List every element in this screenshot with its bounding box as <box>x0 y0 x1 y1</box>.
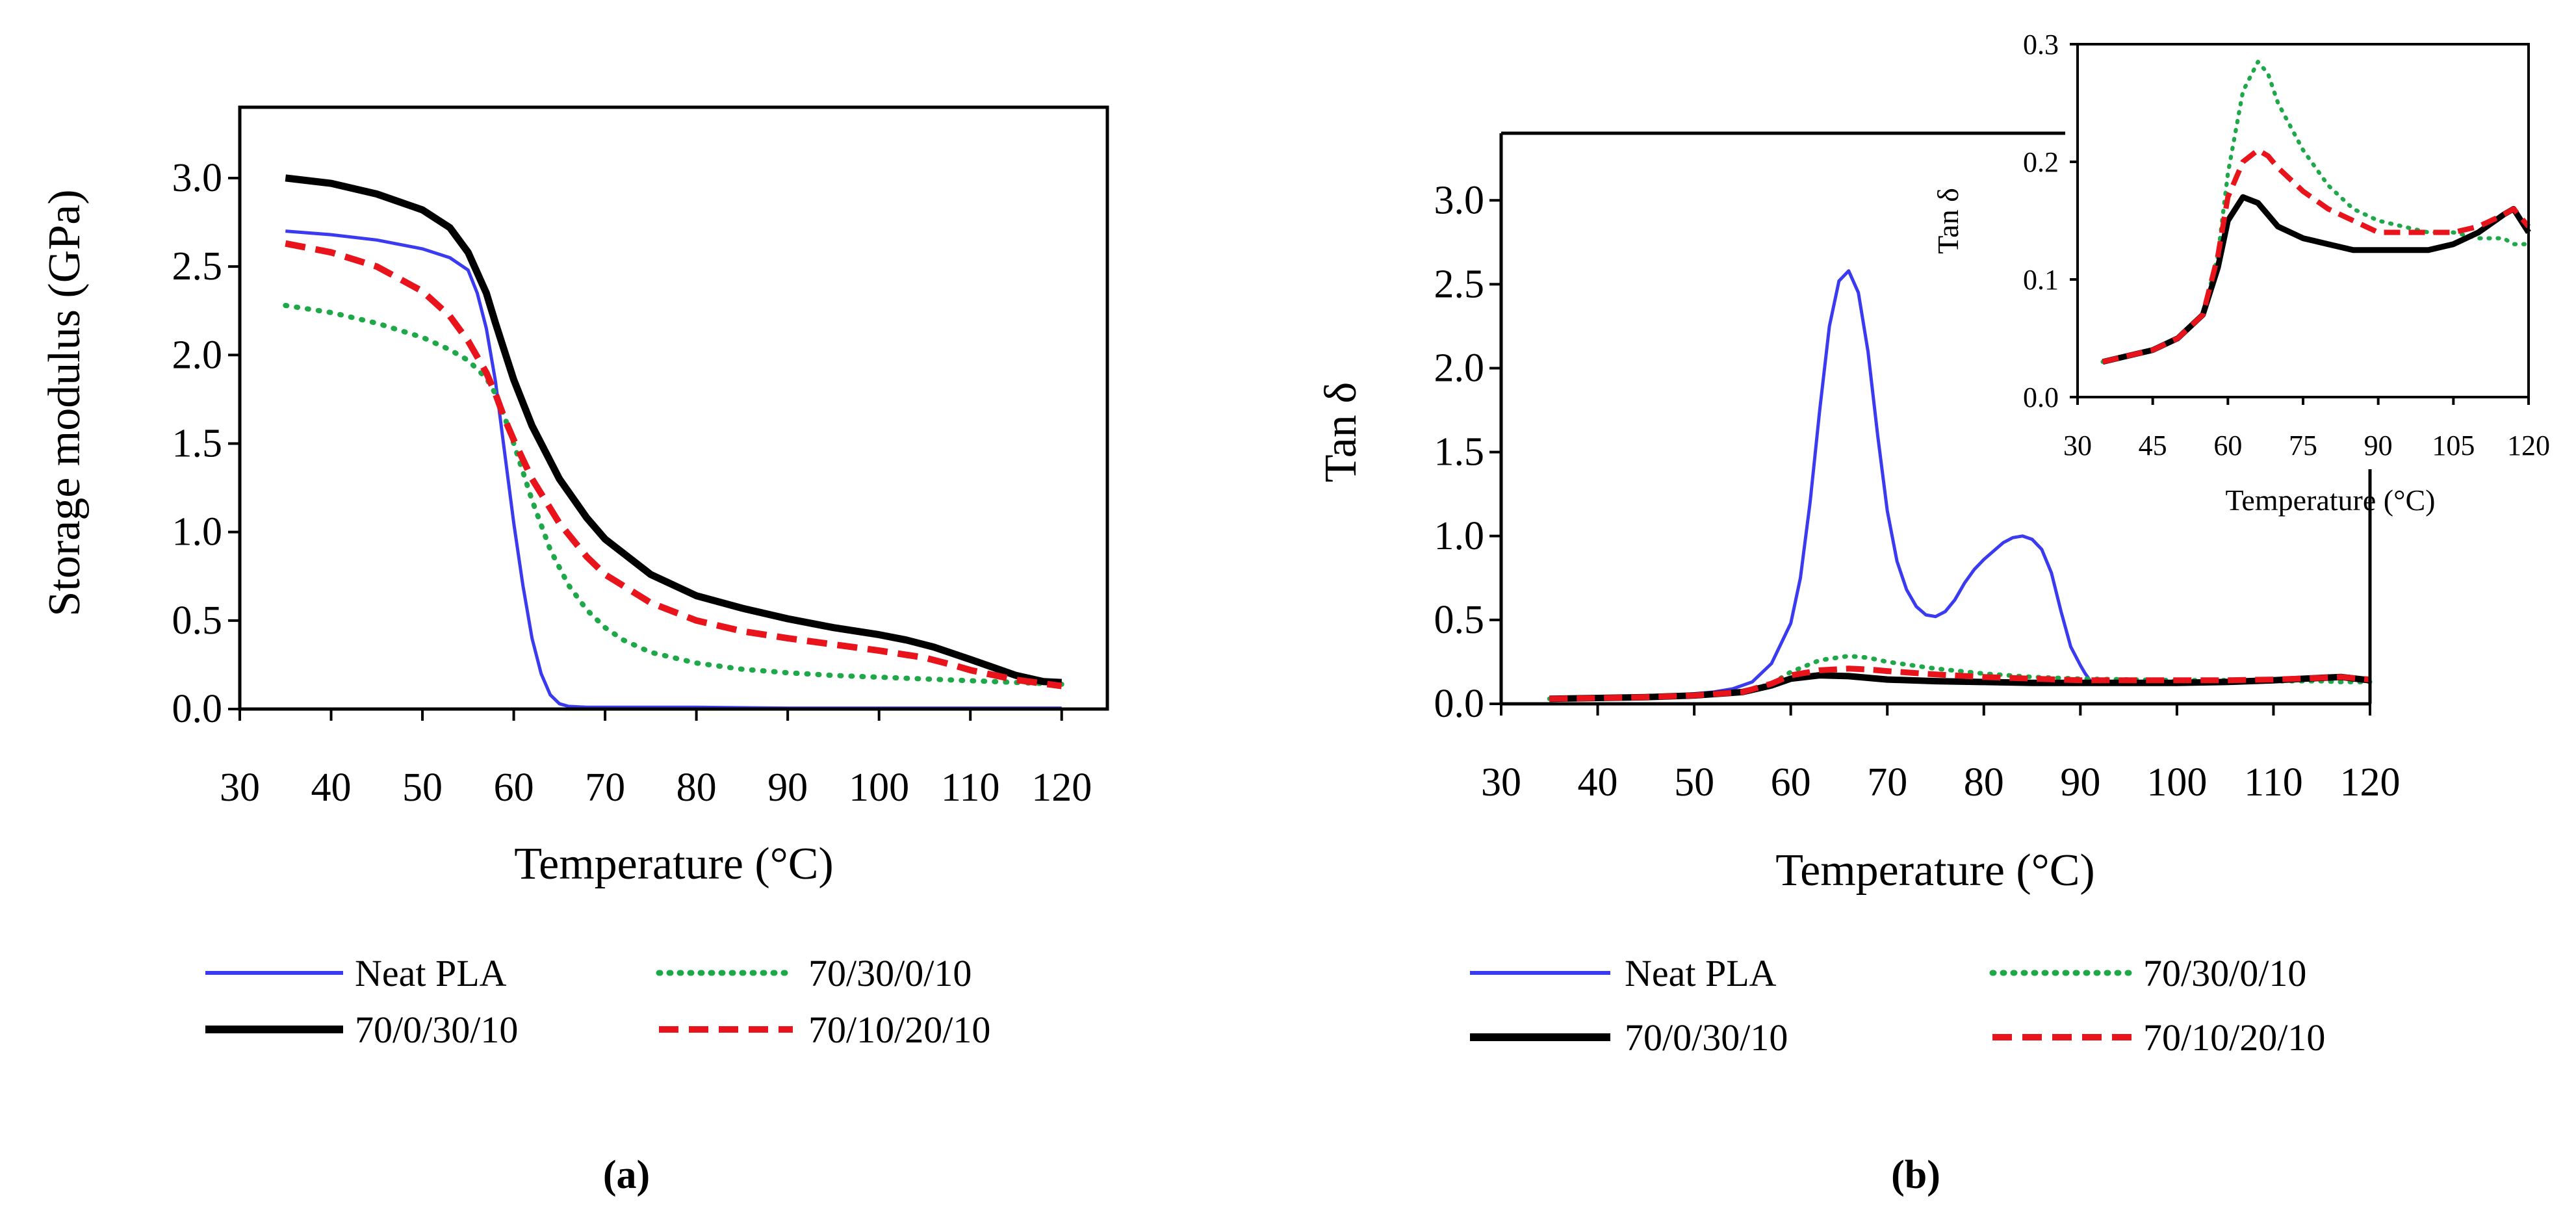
panel-a-x-tick-label: 90 <box>767 766 808 810</box>
panel-b-inset-x-axis-label: Temperature (°C) <box>2226 484 2436 517</box>
panel-b-inset: 30 45 60 75 90 105 120 0.0 0.1 0.2 0.3 Temperatur… <box>1931 29 2550 517</box>
panel-a-series <box>283 174 1064 710</box>
panel-b: 30 40 50 60 70 80 90 100 110 120 0.0 0.5 1.0 1.5 2.0 2… <box>1316 29 2550 1197</box>
panel-b-y-tick-label: 1.5 <box>1434 430 1485 474</box>
panel-a-x-ticks: 30 40 50 60 70 80 90 100 110 120 <box>220 709 1092 810</box>
panel-b-legend-label-70-10-20-10: 70/10/20/10 <box>2143 1016 2325 1059</box>
panel-a-y-tick-label: 3.0 <box>172 156 223 200</box>
panel-a-series-neat-pla <box>285 229 1062 710</box>
panel-a-y-ticks: 0.0 0.5 1.0 1.5 2.0 2.5 3.0 <box>172 156 240 731</box>
panel-a-x-tick-label: 100 <box>849 766 909 810</box>
panel-b-inset-y-tick-label: 0.1 <box>2023 264 2059 296</box>
panel-b-caption: (b) <box>1891 1153 1940 1197</box>
panel-b-inset-y-axis-label: Tan δ <box>1931 188 1964 253</box>
panel-b-legend-label-70-30-0-10: 70/30/0/10 <box>2143 952 2306 994</box>
panel-b-legend-label-neat-pla: Neat PLA <box>1625 952 1777 994</box>
panel-b-y-tick-label: 3.0 <box>1434 178 1485 222</box>
panel-b-x-tick-label: 110 <box>2244 760 2303 805</box>
panel-b-inset-y-tick-label: 0.0 <box>2023 381 2059 413</box>
panel-a-y-tick-label: 2.5 <box>172 244 223 289</box>
panel-b-inset-x-tick-label: 75 <box>2289 430 2317 461</box>
panel-a-y-tick-label: 0.5 <box>172 599 223 643</box>
panel-b-x-tick-label: 90 <box>2060 760 2100 805</box>
panel-a-x-tick-label: 110 <box>941 766 1000 810</box>
panel-b-series <box>1547 269 2373 703</box>
panel-b-x-tick-label: 40 <box>1578 760 1618 805</box>
panel-b-inset-x-tick-label: 60 <box>2213 430 2242 461</box>
panel-b-series-neat-pla <box>1549 269 2092 701</box>
panel-a-plot-frame <box>238 105 1109 711</box>
panel-a-legend-label-70-10-20-10: 70/10/20/10 <box>808 1009 990 1051</box>
panel-a-legend-label-70-0-30-10: 70/0/30/10 <box>355 1009 518 1051</box>
panel-b-inset-x-tick-label: 90 <box>2364 430 2393 461</box>
panel-a-legend-label-70-30-0-10: 70/30/0/10 <box>808 952 972 994</box>
panel-a-x-tick-label: 50 <box>402 766 443 810</box>
panel-b-legend-label-70-0-30-10: 70/0/30/10 <box>1625 1016 1788 1059</box>
panel-b-x-tick-label: 50 <box>1674 760 1714 805</box>
panel-b-x-tick-label: 30 <box>1481 760 1521 805</box>
panel-b-x-tick-label: 80 <box>1964 760 2004 805</box>
panel-b-inset-x-tick-label: 120 <box>2507 430 2550 461</box>
panel-b-x-tick-label: 120 <box>2340 760 2401 805</box>
panel-b-inset-y-tick-label: 0.3 <box>2023 29 2059 60</box>
panel-a-x-axis-label: Temperature (°C) <box>514 839 833 889</box>
panel-b-inset-series-70-0-30-10 <box>2102 194 2531 365</box>
panel-a-x-tick-label: 30 <box>220 766 260 810</box>
panel-a-y-tick-label: 0.0 <box>172 687 223 731</box>
panel-b-inset-x-tick-label: 45 <box>2139 430 2167 461</box>
panel-a-x-tick-label: 120 <box>1031 766 1092 810</box>
panel-b-inset-y-tick-label: 0.2 <box>2023 146 2059 178</box>
panel-a-y-tick-label: 1.0 <box>172 510 223 554</box>
panel-b-inset-series-70-30-0-10 <box>2100 59 2531 364</box>
panel-b-x-ticks: 30 40 50 60 70 80 90 100 110 120 <box>1481 704 2401 805</box>
panel-b-inset-x-tick-label: 30 <box>2063 430 2092 461</box>
panel-a-y-axis-label: Storage modulus (GPa) <box>40 189 90 616</box>
panel-a-legend: Neat PLA 70/30/0/10 70/0/30/10 70/10/20/… <box>205 952 990 1051</box>
panel-b-inset-x-ticks: 30 45 60 75 90 105 120 <box>2063 397 2550 461</box>
panel-a-caption: (a) <box>603 1153 650 1197</box>
panel-a-x-tick-label: 70 <box>585 766 625 810</box>
panel-a-y-tick-label: 1.5 <box>172 421 223 465</box>
panel-b-y-ticks: 0.0 0.5 1.0 1.5 2.0 2.5 3.0 <box>1434 178 1501 726</box>
panel-a-y-tick-label: 2.0 <box>172 333 223 377</box>
panel-b-y-tick-label: 0.0 <box>1434 682 1485 726</box>
panel-a-legend-label-neat-pla: Neat PLA <box>355 952 507 994</box>
panel-a-x-tick-label: 60 <box>494 766 534 810</box>
panel-b-x-tick-label: 100 <box>2146 760 2207 805</box>
panel-a-x-tick-label: 40 <box>311 766 352 810</box>
panel-b-x-tick-label: 60 <box>1771 760 1811 805</box>
panel-b-inset-series-70-10-20-10 <box>2102 147 2531 365</box>
panel-a: 30 40 50 60 70 80 90 100 110 120 0.0 0.5 1.0 1.5 2.0 2… <box>40 105 1109 1197</box>
panel-b-y-tick-label: 2.0 <box>1434 346 1485 391</box>
panel-b-y-tick-label: 2.5 <box>1434 262 1485 306</box>
panel-b-inset-x-tick-label: 105 <box>2432 430 2475 461</box>
panel-b-inset-y-ticks: 0.0 0.1 0.2 0.3 <box>2023 29 2078 413</box>
panel-b-inset-series <box>2100 59 2531 365</box>
panel-a-series-70-0-30-10 <box>285 174 1062 686</box>
panel-b-legend: Neat PLA 70/30/0/10 70/0/30/10 70/10/20/… <box>1470 952 2325 1059</box>
panel-b-x-tick-label: 70 <box>1867 760 1907 805</box>
panel-b-y-tick-label: 1.0 <box>1434 514 1485 558</box>
panel-b-x-axis-label: Temperature (°C) <box>1775 846 2094 896</box>
panel-a-x-tick-label: 80 <box>676 766 717 810</box>
panel-a-series-70-30-0-10 <box>283 303 1064 687</box>
panel-b-y-axis-label: Tan δ <box>1316 382 1366 482</box>
panel-b-y-tick-label: 0.5 <box>1434 598 1485 642</box>
panel-a-series-70-10-20-10 <box>285 240 1063 690</box>
panel-b-series-70-10-20-10 <box>1549 665 2371 702</box>
